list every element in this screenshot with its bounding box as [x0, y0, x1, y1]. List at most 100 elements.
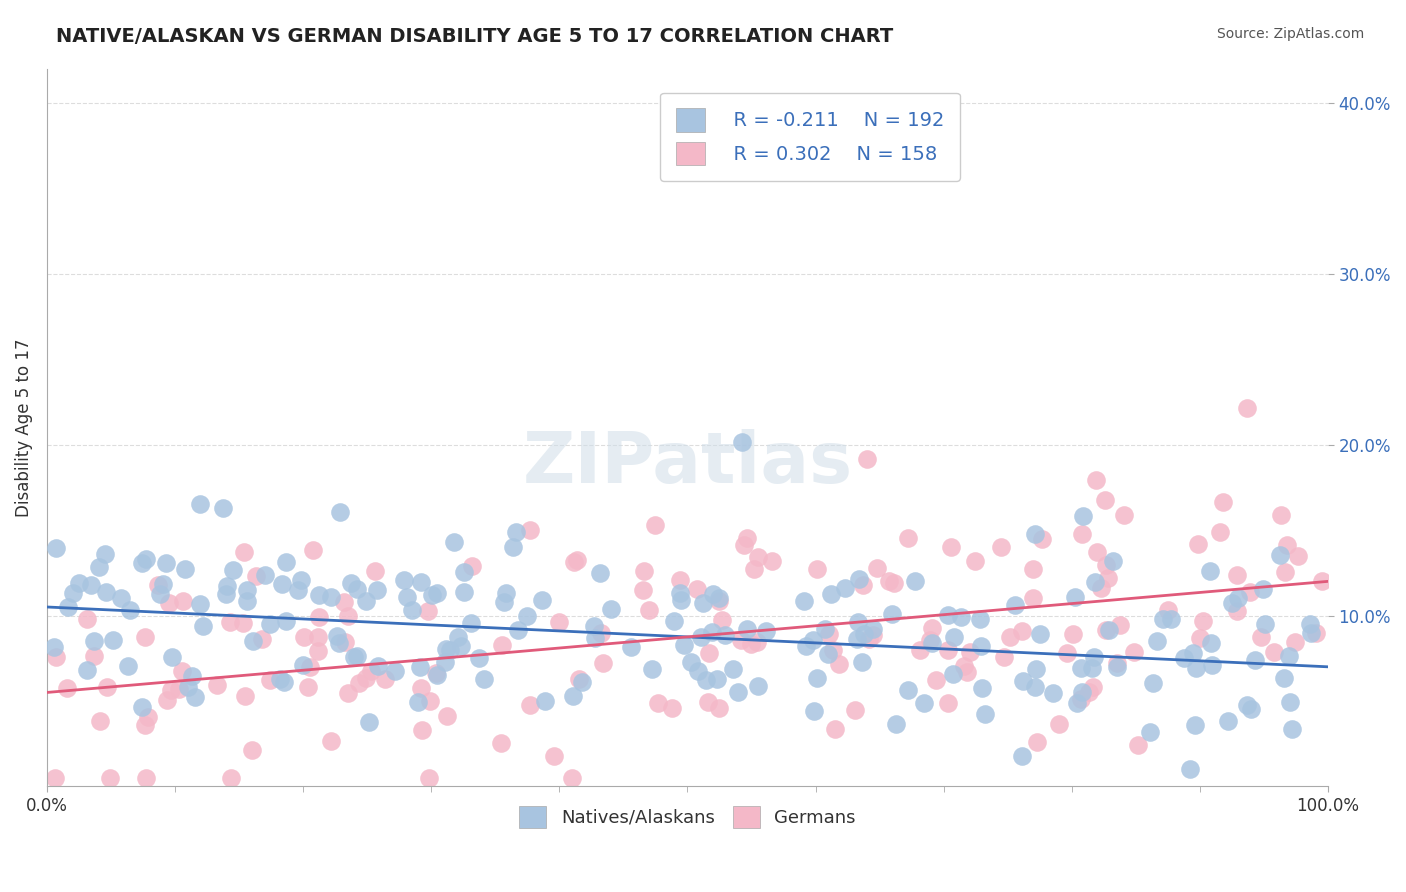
Point	[1025, 735, 1047, 749]
Point	[925, 673, 948, 688]
Point	[434, 641, 457, 656]
Point	[156, 692, 179, 706]
Point	[731, 434, 754, 449]
Point	[883, 576, 905, 591]
Point	[307, 643, 329, 657]
Point	[69, 575, 91, 590]
Point	[1301, 625, 1323, 640]
Point	[668, 586, 690, 600]
Point	[1105, 656, 1128, 670]
Point	[152, 577, 174, 591]
Point	[174, 562, 197, 576]
Point	[221, 771, 243, 785]
Point	[1182, 646, 1205, 660]
Point	[1011, 749, 1033, 764]
Point	[633, 582, 655, 597]
Point	[290, 573, 312, 587]
Point	[662, 614, 685, 628]
Point	[882, 607, 904, 622]
Point	[340, 575, 363, 590]
Point	[506, 623, 529, 637]
Point	[669, 573, 692, 587]
Point	[360, 664, 382, 678]
Point	[1011, 624, 1033, 638]
Point	[101, 633, 124, 648]
Point	[1160, 612, 1182, 626]
Point	[188, 497, 211, 511]
Point	[232, 545, 254, 559]
Point	[117, 659, 139, 673]
Point	[1070, 692, 1092, 706]
Point	[851, 578, 873, 592]
Point	[1263, 645, 1285, 659]
Point	[1277, 538, 1299, 552]
Point	[439, 643, 461, 657]
Point	[270, 577, 292, 591]
Point	[941, 667, 963, 681]
Point	[534, 694, 557, 708]
Point	[308, 610, 330, 624]
Point	[44, 771, 66, 785]
Point	[1191, 614, 1213, 628]
Point	[592, 656, 614, 670]
Point	[45, 649, 67, 664]
Point	[851, 655, 873, 669]
Point	[723, 662, 745, 676]
Point	[794, 640, 817, 654]
Point	[993, 649, 1015, 664]
Point	[214, 587, 236, 601]
Point	[949, 610, 972, 624]
Point	[384, 665, 406, 679]
Point	[727, 685, 749, 699]
Point	[817, 647, 839, 661]
Point	[688, 664, 710, 678]
Point	[707, 594, 730, 608]
Point	[337, 686, 360, 700]
Point	[1095, 558, 1118, 573]
Point	[848, 573, 870, 587]
Point	[1109, 617, 1132, 632]
Point	[692, 596, 714, 610]
Point	[818, 627, 841, 641]
Point	[411, 723, 433, 737]
Point	[1095, 623, 1118, 637]
Point	[620, 640, 643, 654]
Point	[207, 678, 229, 692]
Point	[1097, 571, 1119, 585]
Point	[862, 628, 884, 642]
Point	[862, 622, 884, 636]
Point	[184, 690, 207, 704]
Point	[155, 556, 177, 570]
Legend: Natives/Alaskans, Germans: Natives/Alaskans, Germans	[512, 798, 863, 835]
Point	[939, 540, 962, 554]
Point	[1272, 671, 1295, 685]
Point	[1251, 582, 1274, 597]
Point	[235, 594, 257, 608]
Point	[1084, 574, 1107, 589]
Point	[502, 541, 524, 555]
Point	[346, 649, 368, 664]
Point	[89, 560, 111, 574]
Point	[505, 524, 527, 539]
Point	[254, 567, 277, 582]
Point	[347, 676, 370, 690]
Point	[561, 771, 583, 785]
Point	[291, 657, 314, 672]
Point	[96, 680, 118, 694]
Point	[274, 555, 297, 569]
Point	[1187, 537, 1209, 551]
Point	[1077, 685, 1099, 699]
Point	[1201, 658, 1223, 673]
Point	[1085, 545, 1108, 559]
Point	[321, 590, 343, 604]
Point	[308, 588, 330, 602]
Point	[374, 672, 396, 686]
Text: NATIVE/ALASKAN VS GERMAN DISABILITY AGE 5 TO 17 CORRELATION CHART: NATIVE/ALASKAN VS GERMAN DISABILITY AGE …	[56, 27, 893, 45]
Point	[62, 586, 84, 600]
Point	[401, 602, 423, 616]
Point	[695, 673, 717, 687]
Point	[702, 587, 724, 601]
Point	[134, 718, 156, 732]
Point	[461, 558, 484, 573]
Point	[1278, 649, 1301, 664]
